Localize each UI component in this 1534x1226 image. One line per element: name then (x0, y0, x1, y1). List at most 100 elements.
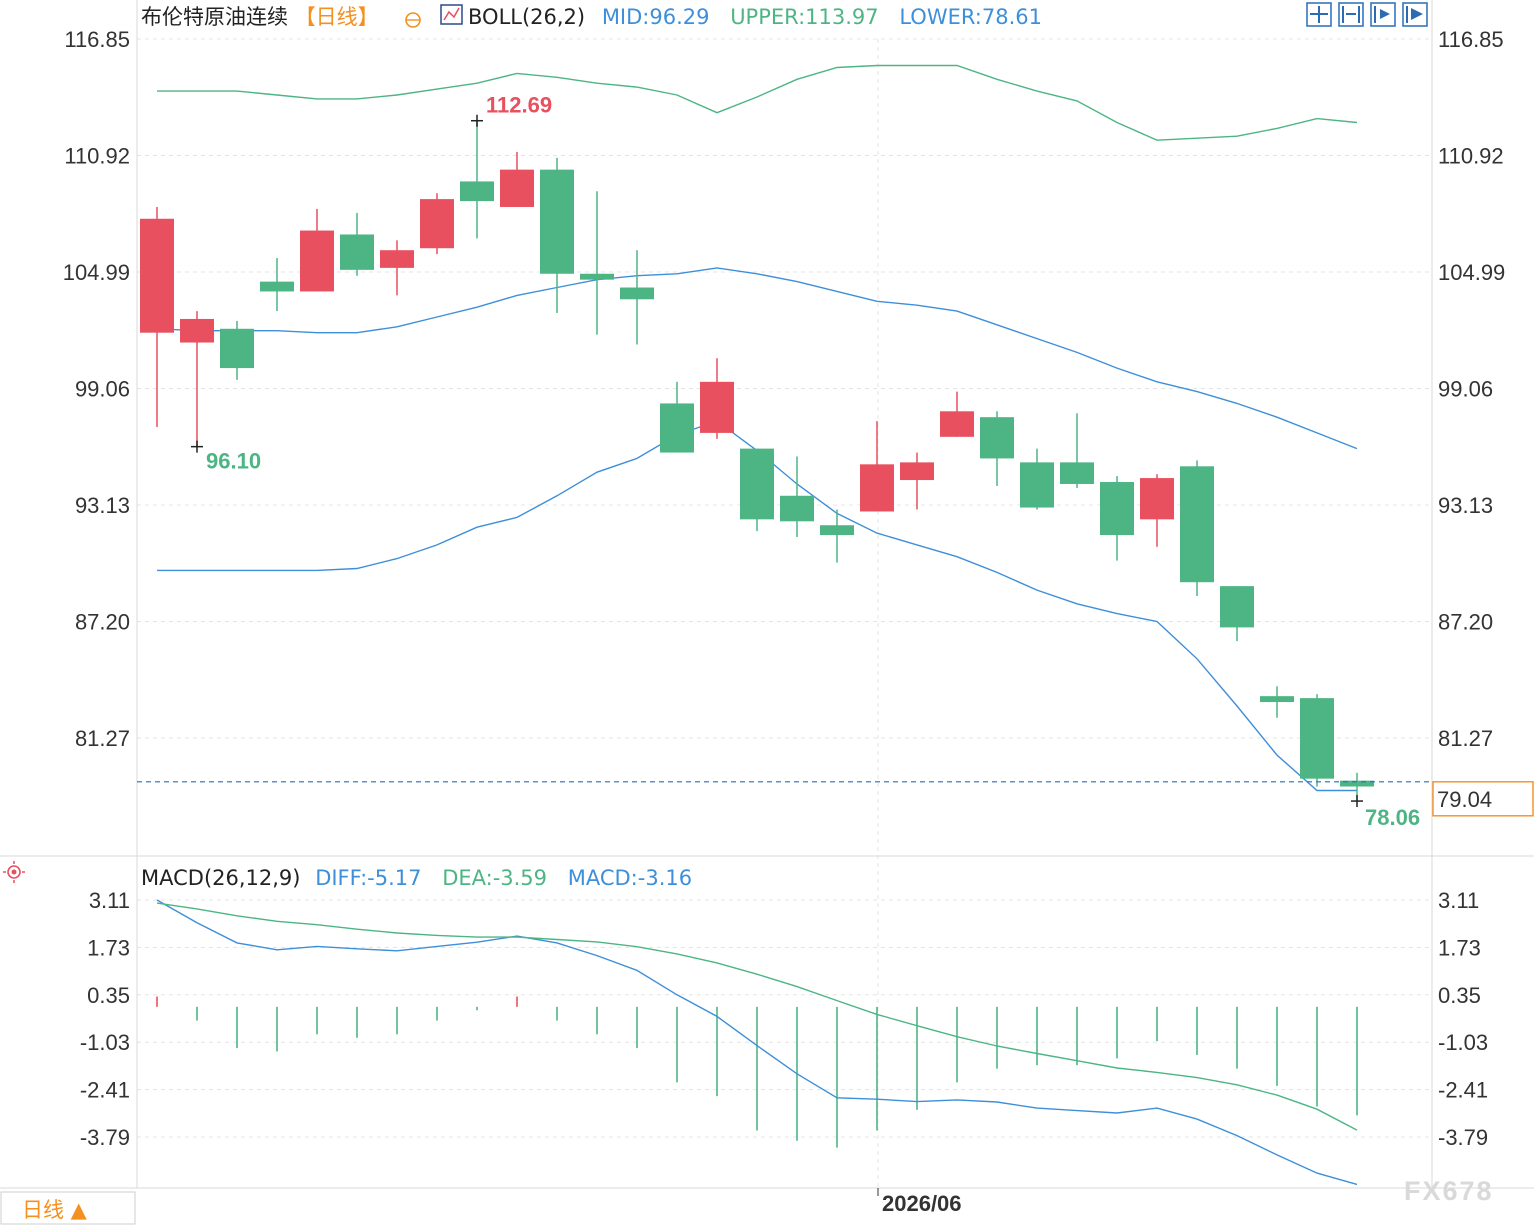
y-tick-right: 116.85 (1438, 27, 1504, 52)
y-tick-right: 110.92 (1438, 144, 1504, 169)
fit-right-icon[interactable] (1370, 2, 1396, 27)
high-label: 112.69 (486, 93, 552, 118)
candle-body (1260, 696, 1294, 703)
period-label[interactable]: 【日线】 (295, 5, 379, 29)
macd-legend: MACD(26,12,9) DIFF:-5.17 DEA:-3.59 MACD:… (141, 866, 692, 890)
candle (700, 358, 734, 439)
last-price-box (1432, 781, 1534, 817)
candle-body (940, 411, 974, 437)
candle (740, 448, 774, 532)
y-tick-left: 116.85 (64, 27, 130, 52)
candle (300, 208, 334, 292)
candle (260, 258, 294, 312)
y-tick-right: 104.99 (1438, 260, 1505, 285)
y-tick-right: 99.06 (1438, 377, 1493, 402)
y-tick-left: 93.13 (75, 493, 130, 518)
axis-tick-labels: 116.85 116.85 110.92 110.92 104.99 104.99 99.0… (63, 27, 1506, 1216)
macd-settings-icon[interactable] (3, 861, 25, 883)
candle (180, 311, 214, 447)
candle-body (140, 218, 174, 333)
macd-histogram (156, 996, 1358, 1148)
candle (1180, 460, 1214, 596)
candle-body (180, 318, 214, 343)
candle-body (1340, 780, 1374, 787)
period-selector-button[interactable]: 日线 ▲ (0, 1191, 136, 1225)
boll-mid-value: MID:96.29 (602, 5, 710, 29)
macd-lines (156, 899, 1358, 1186)
candle-body (660, 403, 694, 453)
scroll-end-icon[interactable] (1402, 2, 1428, 27)
macd-y-tick-left: -3.79 (80, 1125, 130, 1150)
instrument-title: 布伦特原油连续 (141, 5, 288, 29)
settings-circle-icon[interactable] (405, 12, 421, 28)
macd-y-tick-right: 1.73 (1438, 935, 1481, 960)
x-tick-label: 2026/06 (882, 1191, 962, 1216)
candle-body (700, 381, 734, 433)
macd-y-tick-left: 0.35 (87, 983, 130, 1008)
boll-lower-value: LOWER:78.61 (899, 5, 1042, 29)
candle (1100, 476, 1134, 561)
candle (540, 157, 574, 314)
y-tick-left: 104.99 (63, 260, 130, 285)
macd-y-tick-left: 3.11 (89, 888, 130, 913)
candle (820, 509, 854, 563)
candle-body (860, 464, 894, 512)
candle (380, 240, 414, 296)
candle (1220, 586, 1254, 642)
candle-body (340, 234, 374, 270)
y-tick-right: 81.27 (1438, 726, 1493, 751)
candle-body (620, 287, 654, 300)
candle-body (380, 250, 414, 268)
candle (940, 391, 974, 437)
macd-y-tick-right: -3.79 (1438, 1125, 1488, 1150)
macd-y-tick-right: -2.41 (1438, 1078, 1488, 1103)
candle (660, 381, 694, 453)
candle-body (460, 181, 494, 202)
boll-label: BOLL(26,2) (468, 5, 585, 29)
macd-dea-line (156, 902, 1358, 1131)
indicator-chart-icon[interactable] (440, 4, 463, 25)
macd-macd-value: MACD:-3.16 (568, 866, 692, 890)
candle-body (1060, 462, 1094, 484)
candle (980, 411, 1014, 486)
macd-y-tick-left: -1.03 (80, 1030, 130, 1055)
candle (1140, 474, 1174, 547)
recent-low-label: 78.06 (1365, 805, 1420, 830)
candle (340, 212, 374, 276)
candlestick-series (140, 120, 1374, 802)
candle (500, 151, 534, 207)
candle-body (740, 448, 774, 520)
macd-label: MACD(26,12,9) (141, 866, 301, 890)
candle-body (1180, 466, 1214, 583)
main-legend: 布伦特原油连续 【日线】 (141, 5, 379, 29)
candle-body (980, 417, 1014, 459)
candle-body (540, 169, 574, 274)
candle-body (580, 273, 614, 280)
candle (1060, 413, 1094, 488)
boll-upper-value: UPPER:113.97 (730, 5, 878, 29)
last-price-label: 79.04 (1437, 787, 1492, 812)
macd-diff-line (156, 899, 1358, 1186)
y-tick-left: 81.27 (75, 726, 130, 751)
candle-body (900, 462, 934, 481)
low-label: 96.10 (206, 449, 261, 474)
candle (1020, 448, 1054, 510)
fit-left-icon[interactable] (1338, 2, 1364, 27)
crosshair-icon[interactable] (1306, 2, 1332, 27)
y-tick-right: 87.20 (1438, 610, 1493, 635)
candle (220, 320, 254, 380)
boll-mid-line (156, 267, 1358, 450)
candle-body (500, 169, 534, 207)
boll-upper-line (157, 64, 1358, 141)
macd-dea-value: DEA:-3.59 (442, 866, 547, 890)
candle (1300, 694, 1334, 787)
candle (900, 452, 934, 510)
candle-body (780, 495, 814, 522)
boll-legend: BOLL(26,2) MID:96.29 UPPER:113.97 LOWER:… (468, 5, 1042, 29)
y-tick-left: 110.92 (64, 144, 130, 169)
candle (620, 250, 654, 345)
y-tick-left: 87.20 (75, 610, 130, 635)
candle-body (1300, 698, 1334, 779)
candle-body (260, 281, 294, 292)
